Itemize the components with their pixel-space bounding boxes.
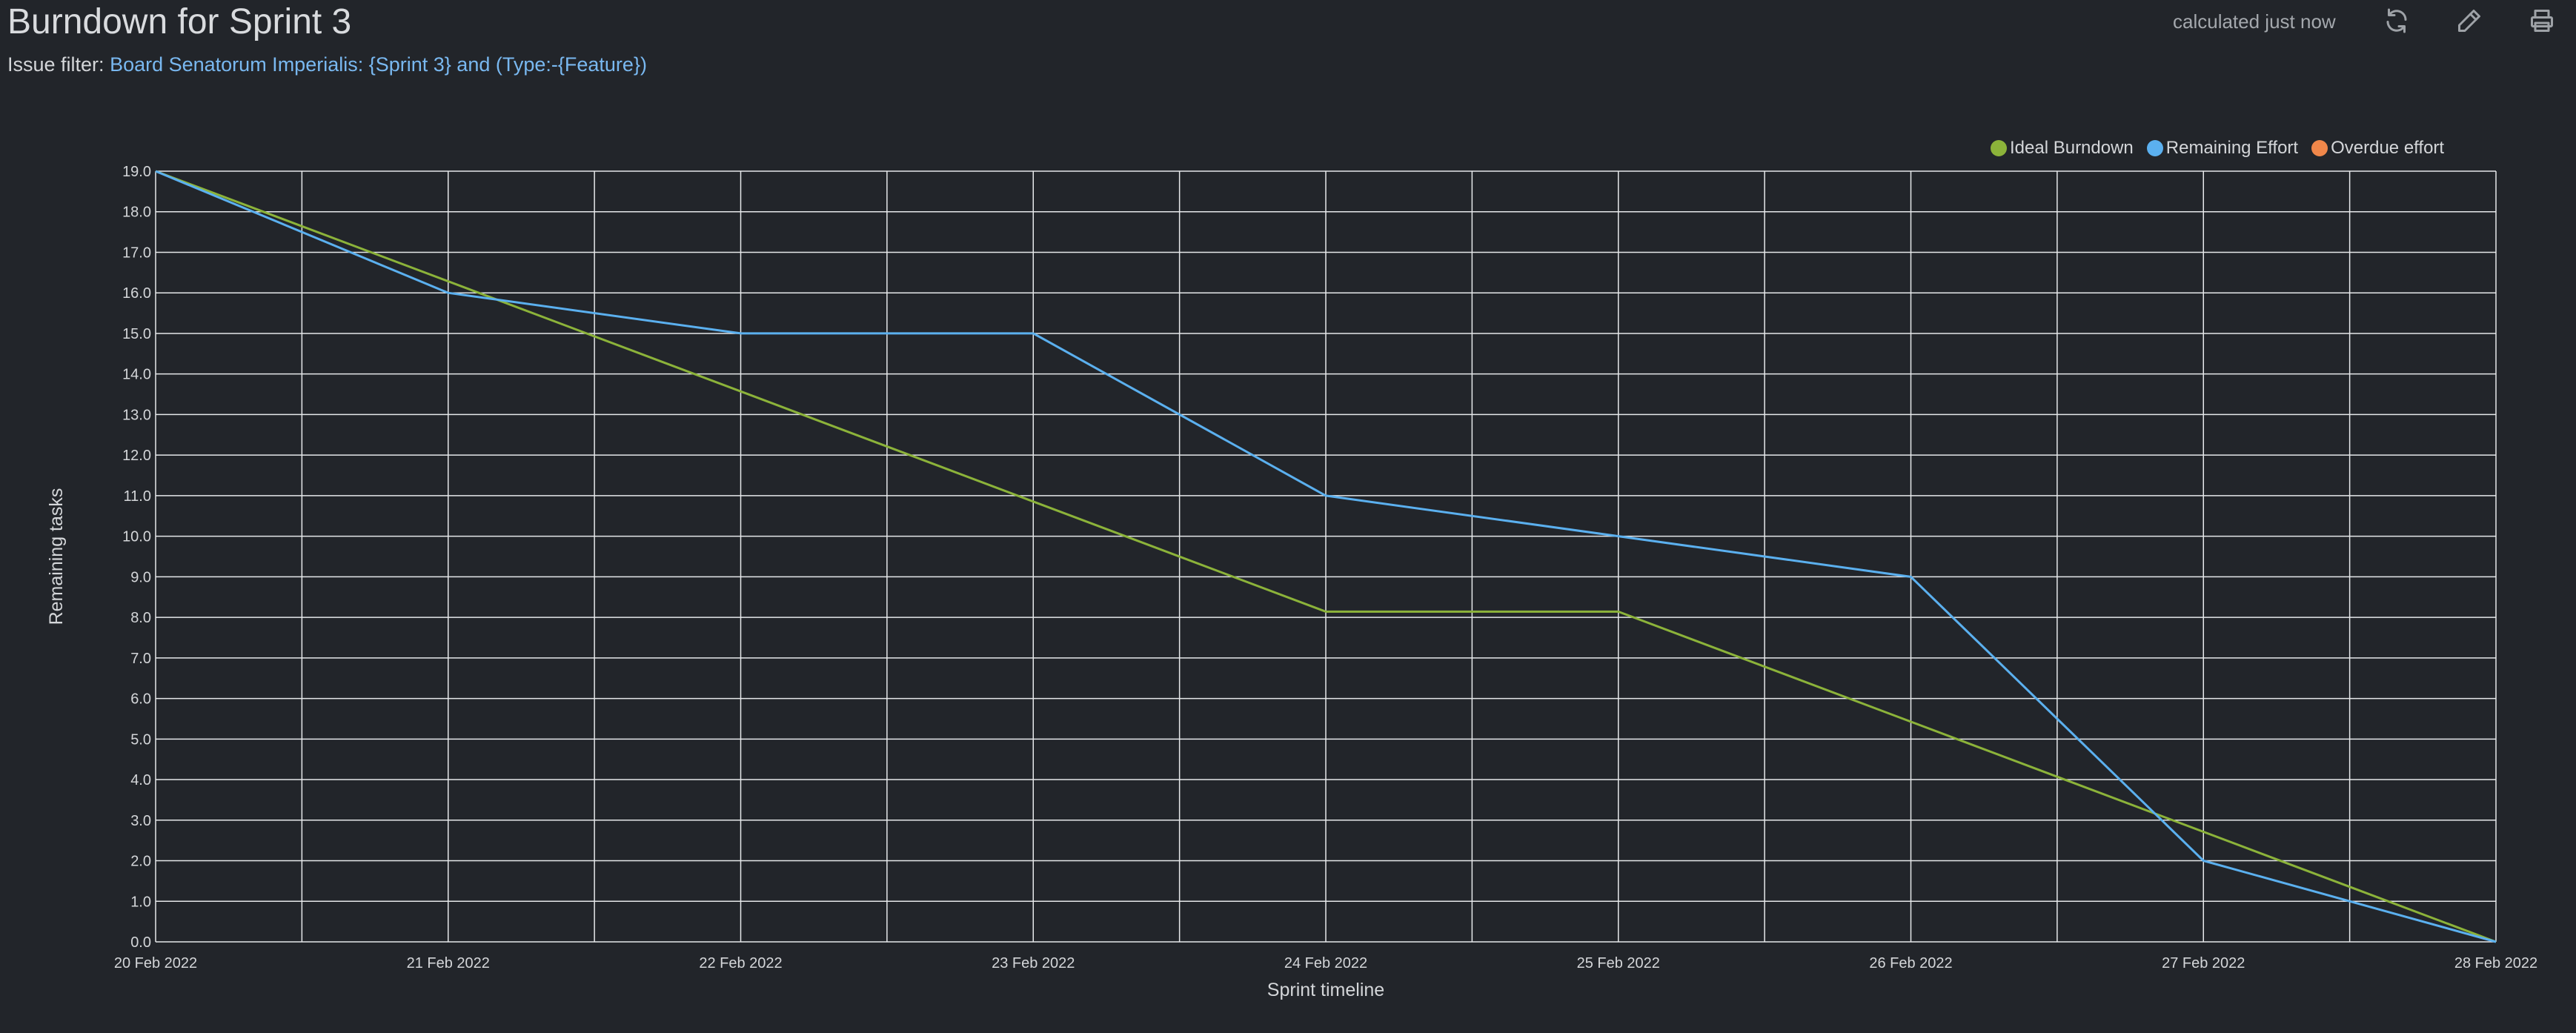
y-tick-label: 17.0 (122, 245, 151, 261)
y-tick-label: 18.0 (122, 205, 151, 221)
x-tick-label: 26 Feb 2022 (1869, 955, 1952, 971)
y-tick-label: 8.0 (130, 610, 151, 626)
page-title: Burndown for Sprint 3 (7, 2, 352, 41)
print-icon[interactable] (2529, 7, 2555, 34)
issue-filter: Issue filter: Board Senatorum Imperialis… (7, 53, 647, 76)
x-axis-title: Sprint timeline (1267, 980, 1384, 1000)
legend-label-remaining-effort: Remaining Effort (2165, 138, 2299, 158)
legend-item-overdue-effort[interactable]: Overdue effort (2311, 138, 2444, 159)
y-tick-label: 14.0 (122, 367, 151, 383)
y-tick-label: 5.0 (130, 731, 151, 748)
x-tick-label: 21 Feb 2022 (407, 955, 490, 971)
issue-filter-link[interactable]: Board Senatorum Imperialis: {Sprint 3} a… (110, 53, 647, 76)
legend-item-ideal-burndown[interactable]: Ideal Burndown (1991, 138, 2134, 159)
calculated-status: calculated just now (2173, 10, 2336, 33)
y-tick-label: 11.0 (124, 488, 151, 505)
y-tick-label: 4.0 (130, 772, 151, 788)
y-tick-label: 19.0 (122, 164, 151, 180)
legend-dot-overdue-effort (2311, 140, 2328, 156)
x-tick-label: 28 Feb 2022 (2454, 955, 2537, 971)
series-line-ideal-burndown (155, 170, 2497, 943)
refresh-icon[interactable] (2383, 7, 2410, 34)
legend-dot-remaining-effort (2146, 140, 2163, 156)
y-axis-title: Remaining tasks (46, 488, 67, 625)
y-tick-label: 3.0 (130, 813, 151, 829)
chart-legend: Ideal Burndown Remaining Effort Overdue … (1991, 138, 2457, 159)
legend-dot-ideal-burndown (1991, 140, 2007, 156)
y-tick-label: 1.0 (130, 894, 151, 910)
y-tick-label: 15.0 (122, 326, 151, 342)
y-tick-label: 6.0 (130, 691, 151, 708)
x-tick-label: 22 Feb 2022 (699, 955, 782, 971)
y-tick-label: 16.0 (122, 285, 151, 302)
x-tick-label: 24 Feb 2022 (1284, 955, 1367, 971)
legend-label-ideal-burndown: Ideal Burndown (2010, 138, 2134, 158)
x-tick-label: 20 Feb 2022 (114, 955, 197, 971)
y-tick-label: 10.0 (122, 529, 151, 545)
issue-filter-label: Issue filter: (7, 53, 104, 76)
y-tick-label: 7.0 (130, 651, 151, 667)
y-tick-label: 9.0 (130, 569, 151, 585)
y-tick-label: 12.0 (122, 448, 151, 464)
legend-item-remaining-effort[interactable]: Remaining Effort (2146, 138, 2299, 159)
pencil-icon[interactable] (2456, 7, 2483, 34)
x-tick-label: 25 Feb 2022 (1577, 955, 1660, 971)
y-tick-label: 2.0 (130, 854, 151, 870)
y-tick-label: 0.0 (130, 934, 151, 951)
y-tick-label: 13.0 (122, 407, 151, 423)
x-tick-label: 27 Feb 2022 (2162, 955, 2245, 971)
series-line-remaining-effort (155, 170, 2497, 943)
x-tick-label: 23 Feb 2022 (992, 955, 1075, 971)
legend-label-overdue-effort: Overdue effort (2331, 138, 2445, 158)
